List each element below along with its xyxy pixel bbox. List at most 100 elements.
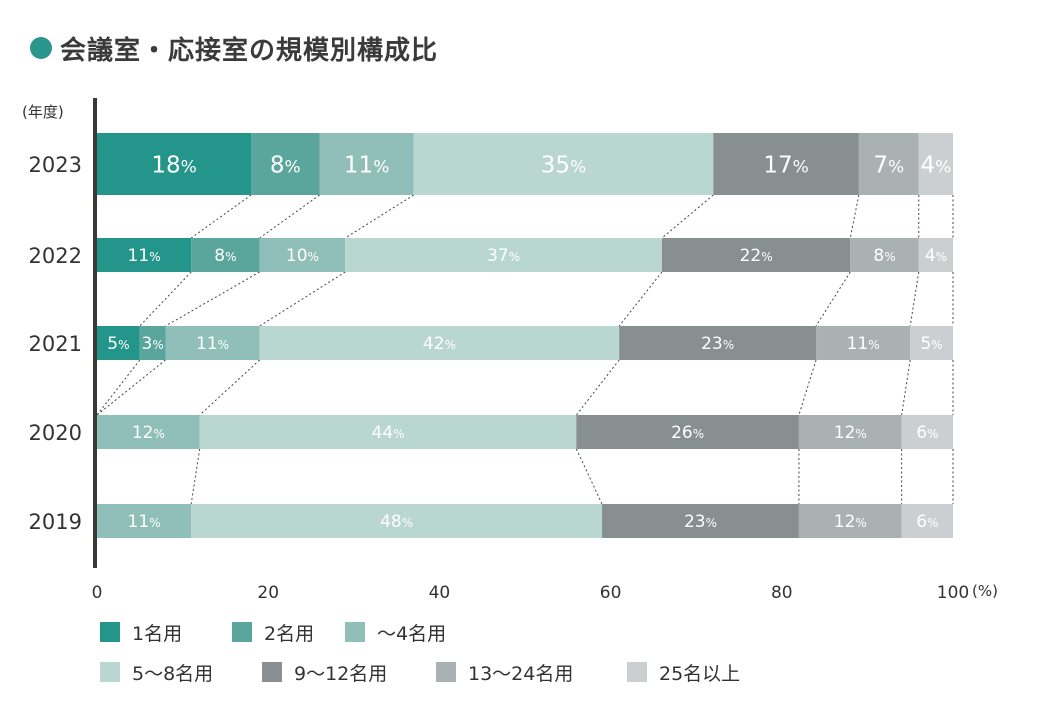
connector-line	[96, 359, 166, 416]
connector-line	[259, 194, 320, 239]
legend-swatch	[436, 662, 456, 682]
bar-segment	[918, 133, 953, 195]
bar-segment	[97, 133, 252, 195]
year-label: 2022	[29, 244, 82, 268]
connector-line	[96, 359, 141, 416]
connector-line	[190, 194, 252, 239]
legend-swatch	[232, 622, 252, 642]
connector-line	[575, 359, 620, 416]
bar-segment	[850, 238, 919, 272]
x-tick-label: 80	[771, 583, 793, 603]
bar-value-label: 12%	[834, 423, 867, 443]
bar-value-label: 11%	[196, 334, 229, 354]
legend-label: 5〜8名用	[132, 663, 213, 685]
bar-segment	[97, 238, 192, 272]
bar-value-label: 12%	[834, 512, 867, 532]
bar-segment	[661, 238, 851, 272]
bar-value-label: 4%	[925, 246, 947, 266]
legend-swatch	[627, 662, 647, 682]
bar-segment	[97, 504, 192, 538]
bar-segment	[798, 504, 902, 538]
bar-value-label: 42%	[423, 334, 456, 354]
connector-line	[165, 271, 260, 327]
x-tick-label: 40	[429, 583, 451, 603]
bar-segment	[619, 326, 817, 360]
bar-value-label: 35%	[541, 152, 586, 178]
bar-value-label: 6%	[916, 512, 938, 532]
bar-value-label: 10%	[286, 246, 319, 266]
legend-label: 1名用	[132, 623, 182, 645]
bar-segment	[816, 326, 911, 360]
bar-segment	[191, 504, 603, 538]
legend-label: 25名以上	[659, 663, 740, 685]
legend-swatch	[345, 622, 365, 642]
bar-value-label: 11%	[128, 512, 161, 532]
title-bullet-icon	[30, 37, 52, 59]
bar-segment	[602, 504, 799, 538]
bar-value-label: 37%	[487, 246, 520, 266]
bar-segment	[259, 326, 620, 360]
x-tick-label: 100	[937, 583, 969, 603]
bar-segment	[413, 133, 714, 195]
connector-line	[199, 359, 260, 416]
legend-swatch	[100, 622, 120, 642]
bar-value-label: 26%	[671, 423, 704, 443]
bar-value-label: 12%	[132, 423, 165, 443]
bar-value-label: 22%	[740, 246, 773, 266]
bar-segment	[901, 415, 953, 449]
x-tick-label: 60	[600, 583, 622, 603]
connector-line	[661, 194, 714, 239]
bar-value-label: 8%	[214, 246, 236, 266]
legend-label: 9〜12名用	[294, 663, 387, 685]
bar-value-label: 11%	[128, 246, 161, 266]
bar-value-label: 44%	[372, 423, 405, 443]
x-tick-label: 20	[257, 583, 279, 603]
x-tick-label: 0	[92, 583, 103, 603]
connector-line	[798, 359, 817, 416]
bar-segment	[259, 238, 346, 272]
bar-segment	[576, 415, 799, 449]
connector-line	[849, 194, 860, 239]
chart-title-wrap: 会議室・応接室の規模別構成比	[30, 28, 438, 68]
connector-line	[575, 448, 603, 505]
connector-line	[344, 194, 414, 239]
year-label: 2019	[29, 510, 82, 534]
connector-line	[901, 359, 911, 416]
bar-segment	[901, 504, 953, 538]
bar-value-label: 23%	[684, 512, 717, 532]
bar-segment	[319, 133, 414, 195]
bar-value-label: 48%	[380, 512, 413, 532]
connector-line	[618, 271, 663, 327]
bar-segment	[345, 238, 662, 272]
bar-value-label: 5%	[920, 334, 942, 354]
bar-value-label: 4%	[920, 152, 951, 178]
bar-value-label: 11%	[847, 334, 880, 354]
bar-segment	[918, 238, 953, 272]
bar-segment	[97, 415, 200, 449]
bar-value-label: 7%	[873, 152, 904, 178]
legend-swatch	[262, 662, 282, 682]
year-label: 2021	[29, 332, 82, 356]
bar-value-label: 6%	[916, 423, 938, 443]
bar-segment	[713, 133, 859, 195]
bar-segment	[97, 326, 140, 360]
bar-value-label: 11%	[344, 152, 389, 178]
chart-title: 会議室・応接室の規模別構成比	[60, 35, 439, 66]
connector-line	[815, 271, 851, 327]
bar-value-label: 3%	[142, 334, 164, 354]
bar-value-label: 8%	[873, 246, 895, 266]
bar-segment	[910, 326, 953, 360]
bar-segment	[199, 415, 577, 449]
bar-segment	[191, 238, 260, 272]
bar-segment	[165, 326, 260, 360]
legend-label: 〜4名用	[377, 623, 446, 645]
bar-value-label: 17%	[763, 152, 808, 178]
bar-value-label: 8%	[270, 152, 301, 178]
bar-value-label: 18%	[151, 152, 196, 178]
connector-line	[909, 271, 920, 327]
bar-segment	[251, 133, 320, 195]
legend-label: 2名用	[264, 623, 314, 645]
bar-value-label: 23%	[701, 334, 734, 354]
legend-swatch	[100, 662, 120, 682]
